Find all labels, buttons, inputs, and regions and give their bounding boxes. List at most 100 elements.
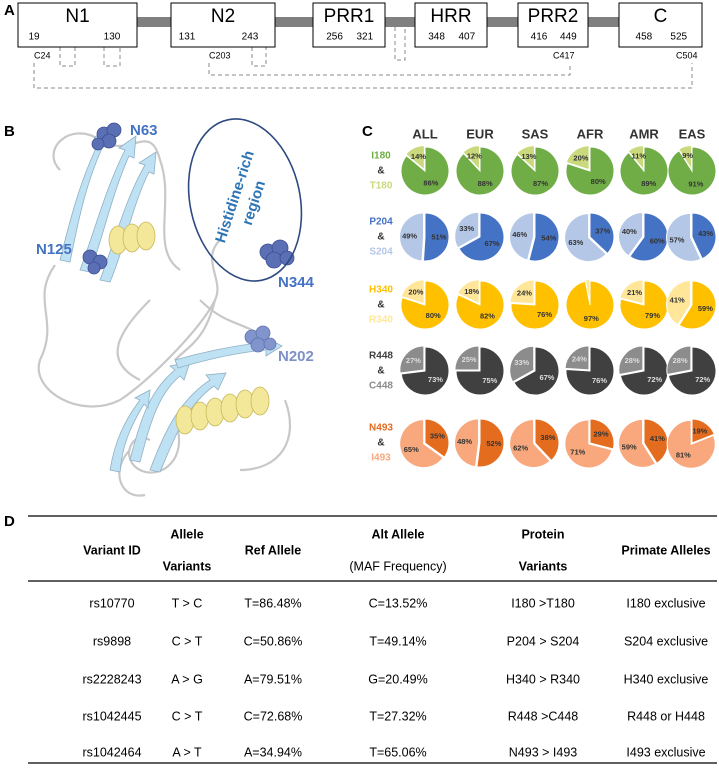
pie-label: 71% — [570, 447, 585, 456]
table-cell: A=79.51% — [244, 672, 302, 686]
column-header: ALL — [412, 126, 437, 141]
pie-wedge — [476, 418, 505, 468]
table-cell: H340 > R340 — [506, 672, 580, 686]
pie-label: 73% — [428, 375, 443, 384]
pie-wedge — [565, 146, 615, 196]
pie-label: 65% — [404, 445, 419, 454]
region-outline — [187, 118, 303, 282]
table-cell: R448 >C448 — [508, 709, 579, 723]
glycosite-label: N202 — [278, 348, 314, 365]
pie-wedge — [509, 345, 535, 383]
table-cell: rs1042445 — [82, 709, 141, 723]
pie-label: 52% — [486, 439, 501, 448]
column-header: EUR — [466, 126, 494, 141]
table-header: Protein — [521, 527, 564, 541]
pie-wedge — [618, 345, 644, 376]
pie-label: 80% — [426, 311, 441, 320]
coil — [37, 132, 291, 497]
row-label: I493 — [371, 453, 391, 464]
domain-start: 348 — [428, 32, 445, 43]
disulfide-lines — [33, 27, 693, 89]
pie-wedge — [691, 212, 717, 260]
row-label: I180 — [371, 151, 391, 162]
pie-label: 24% — [572, 355, 587, 364]
pie-label: 11% — [631, 151, 646, 160]
row-label: & — [377, 300, 384, 311]
row-label: & — [377, 166, 384, 177]
pie-label: 33% — [514, 358, 529, 367]
disulfide-label: C417 — [553, 50, 575, 60]
pie-label: 37% — [595, 226, 610, 235]
pie-wedge — [589, 212, 615, 255]
pie-label: 33% — [459, 224, 474, 233]
domain-name: HRR — [430, 6, 471, 27]
table-header: Variants — [519, 559, 568, 573]
table-header: Variant ID — [83, 543, 141, 557]
pie-label: 51% — [431, 232, 446, 241]
pie-label: 62% — [513, 444, 528, 453]
glycan-spheres — [244, 325, 277, 353]
pie-wedge — [666, 419, 716, 469]
table-cell: G=20.49% — [368, 672, 427, 686]
row-label: S204 — [369, 247, 393, 258]
pie-wedge — [666, 345, 692, 376]
table-cell: rs9898 — [93, 634, 131, 648]
pie-wedge — [678, 145, 693, 172]
glycosite-label: N125 — [36, 241, 72, 258]
pie-label: 86% — [423, 179, 438, 188]
table-cell: I180 exclusive — [626, 596, 705, 610]
pie-label: 76% — [537, 310, 552, 319]
pie-wedge — [565, 346, 615, 396]
domain-end: 525 — [670, 32, 687, 43]
domain-name: PRR2 — [528, 6, 579, 27]
row-label: N493 — [369, 423, 393, 434]
pie-label: 18% — [464, 287, 479, 296]
pie-wedge — [516, 145, 535, 171]
pie-wedge — [667, 346, 717, 396]
table-cell: rs2228243 — [82, 672, 141, 686]
pie-label: 46% — [512, 230, 527, 239]
pie-wedge — [565, 280, 615, 330]
disulfide-label: C24 — [34, 50, 51, 60]
pie-wedge — [564, 345, 590, 371]
pie-wedge — [424, 418, 450, 458]
pie-label: 14% — [411, 152, 426, 161]
pie-label: 28% — [625, 356, 640, 365]
pie-wedge — [405, 145, 425, 171]
table-cell: N493 > I493 — [509, 745, 578, 759]
domain-box — [414, 2, 488, 48]
pie-wedge — [619, 146, 669, 196]
pie-wedge — [399, 419, 444, 469]
pie-label: 54% — [541, 234, 556, 243]
pie-wedge — [619, 346, 669, 396]
table-header: (MAF Frequency) — [349, 559, 446, 573]
pie-label: 38% — [540, 433, 555, 442]
pie-wedge — [455, 346, 505, 396]
pie-label: 89% — [641, 179, 656, 188]
domain-end: 321 — [356, 32, 373, 43]
table-cell: R448 or H448 — [627, 709, 705, 723]
table-header: Allele — [170, 527, 203, 541]
domain-box — [170, 2, 276, 48]
pie-label: 29% — [593, 429, 608, 438]
pie-label: 72% — [647, 375, 662, 384]
pie-wedge — [513, 346, 560, 396]
pie-label: 13% — [521, 152, 536, 161]
pie-label: 91% — [688, 179, 703, 188]
pie-label: 24% — [517, 289, 532, 298]
pie-label: 81% — [676, 451, 691, 460]
domain-end: 407 — [458, 32, 475, 43]
table-cell: S204 exclusive — [624, 634, 708, 648]
pie-wedge — [589, 418, 615, 450]
domain-name: PRR1 — [324, 6, 375, 27]
pie-wedge — [584, 279, 591, 304]
table-cell: A > T — [172, 745, 202, 759]
pie-label: 19% — [692, 426, 707, 435]
pie-wedge — [666, 212, 702, 262]
panel-label: D — [4, 513, 15, 530]
row-label: & — [377, 232, 384, 243]
table-cell: C=13.52% — [369, 596, 428, 610]
linker — [135, 17, 173, 27]
pie-label: 60% — [650, 236, 665, 245]
